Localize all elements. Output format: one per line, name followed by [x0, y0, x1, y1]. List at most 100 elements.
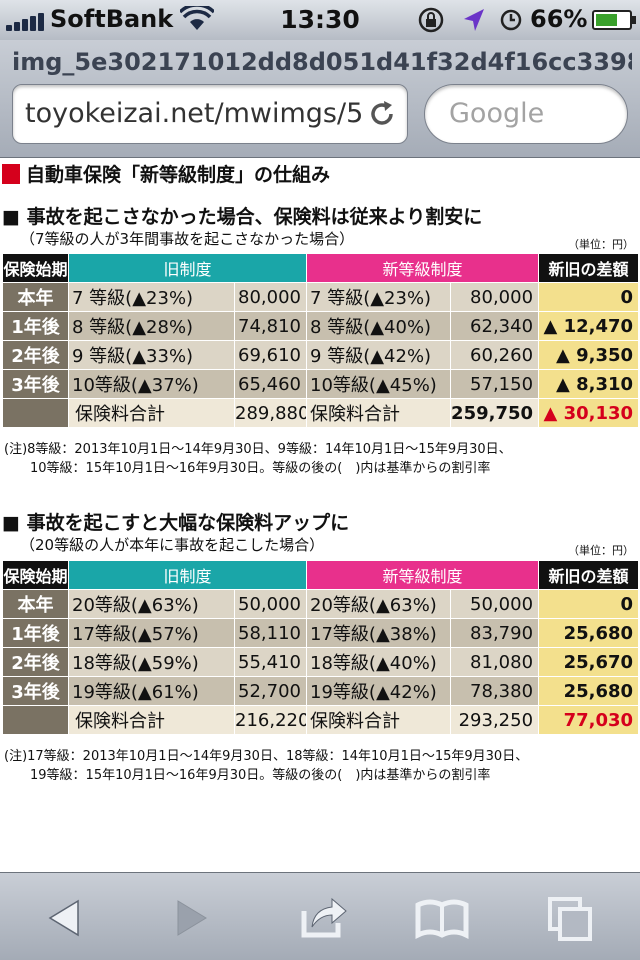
total-blank-cell	[2, 705, 69, 735]
diff-cell: 25,680	[538, 618, 640, 648]
section-2-note-line-2: 19等級：15年10月1日～16年9月30日。等級の後の( )内は基準からの割引…	[30, 768, 491, 783]
header-difference: 新旧の差額	[538, 560, 640, 590]
diff-cell: ▲ 8,310	[538, 369, 640, 399]
new-value-cell: 81,080	[450, 647, 540, 677]
forward-arrow-icon[interactable]	[162, 891, 222, 945]
table-row: 3年後 19等級(▲61%) 52,700 19等級(▲42%) 78,380 …	[2, 676, 640, 706]
old-grade-cell: 9 等級(▲33%)	[68, 340, 235, 370]
table-row: 1年後 17等級(▲57%) 58,110 17等級(▲38%) 83,790 …	[2, 618, 640, 648]
new-grade-cell: 10等級(▲45%)	[306, 369, 452, 399]
new-total-label: 保険料合計	[306, 705, 452, 735]
header-new-system: 新等級制度	[306, 560, 540, 590]
diff-cell: ▲ 9,350	[538, 340, 640, 370]
rotation-lock-icon	[418, 7, 444, 33]
section-1-note-line-2: 10等級：15年10月1日～16年9月30日。等級の後の( )内は基準からの割引…	[30, 461, 491, 476]
title-marker	[2, 164, 20, 184]
browser-toolbar	[0, 872, 640, 960]
year-cell: 2年後	[2, 340, 69, 370]
browser-chrome: img_5e302171012dd8d051d41f32d4f16cc33982…	[0, 40, 640, 158]
section-1-heading: ■ 事故を起こさなかった場合、保険料は従来より割安に	[2, 206, 483, 228]
year-cell: 2年後	[2, 647, 69, 677]
new-value-cell: 83,790	[450, 618, 540, 648]
total-row: 保険料合計 216,220 保険料合計 293,250 77,030	[2, 705, 640, 735]
signal-icon	[6, 11, 46, 31]
status-bar: SoftBank 13:30 66%	[0, 0, 640, 40]
section-2-heading: ■ 事故を起こすと大幅な保険料アップに	[2, 512, 350, 534]
new-grade-cell: 7 等級(▲23%)	[306, 282, 452, 312]
diff-cell: 25,680	[538, 676, 640, 706]
table-row: 本年 20等級(▲63%) 50,000 20等級(▲63%) 50,000 0	[2, 589, 640, 619]
page-content: 自動車保険「新等級制度」の仕組み ■ 事故を起こさなかった場合、保険料は従来より…	[0, 158, 640, 872]
new-total-label: 保険料合計	[306, 398, 452, 428]
carrier-name: SoftBank	[50, 5, 174, 33]
header-old-system: 旧制度	[67, 253, 308, 283]
tabs-icon[interactable]	[540, 891, 600, 945]
search-placeholder: Google	[449, 98, 545, 129]
old-grade-cell: 8 等級(▲28%)	[68, 311, 235, 341]
diff-cell: ▲ 12,470	[538, 311, 640, 341]
year-cell: 1年後	[2, 311, 69, 341]
url-text[interactable]: toyokeizai.net/mwimgs/5	[25, 98, 364, 129]
section-2-unit: （単位：円）	[568, 544, 634, 557]
header-start: 保険始期	[2, 560, 69, 590]
diff-cell: 25,670	[538, 647, 640, 677]
old-grade-cell: 10等級(▲37%)	[68, 369, 235, 399]
old-grade-cell: 17等級(▲57%)	[68, 618, 235, 648]
header-old-system: 旧制度	[67, 560, 308, 590]
total-blank-cell	[2, 398, 69, 428]
new-value-cell: 50,000	[450, 589, 540, 619]
bookmarks-icon[interactable]	[412, 891, 472, 945]
back-arrow-icon[interactable]	[34, 891, 94, 945]
new-grade-cell: 18等級(▲40%)	[306, 647, 452, 677]
old-value-cell: 74,810	[233, 311, 308, 341]
year-cell: 本年	[2, 282, 69, 312]
year-cell: 本年	[2, 589, 69, 619]
old-value-cell: 80,000	[233, 282, 308, 312]
year-cell: 3年後	[2, 369, 69, 399]
page-title: img_5e302171012dd8d051d41f32d4f16cc33982…	[12, 48, 632, 76]
section-2-subheading: （20等級の人が本年に事故を起こした場合）	[20, 536, 325, 554]
old-value-cell: 55,410	[233, 647, 308, 677]
table-row: 1年後 8 等級(▲28%) 74,810 8 等級(▲40%) 62,340 …	[2, 311, 640, 341]
new-value-cell: 78,380	[450, 676, 540, 706]
old-value-cell: 58,110	[233, 618, 308, 648]
header-difference: 新旧の差額	[538, 253, 640, 283]
share-icon[interactable]	[292, 891, 352, 945]
total-diff: 77,030	[538, 705, 640, 735]
insurance-table-1: 保険始期 旧制度 新等級制度 新旧の差額 本年 7 等級(▲23%) 80,00…	[2, 253, 640, 428]
year-cell: 1年後	[2, 618, 69, 648]
alarm-icon	[500, 9, 522, 31]
section-1-note-line-1: (注)8等級：2013年10月1日～14年9月30日、9等級：14年10月1日～…	[4, 442, 512, 457]
new-grade-cell: 20等級(▲63%)	[306, 589, 452, 619]
new-value-cell: 60,260	[450, 340, 540, 370]
search-input[interactable]: Google	[424, 84, 628, 144]
diff-cell: 0	[538, 589, 640, 619]
section-1-subheading: （7等級の人が3年間事故を起こさなかった場合）	[20, 230, 355, 248]
old-total-value: 216,220	[233, 705, 308, 735]
total-row: 保険料合計 289,880 保険料合計 259,750 ▲ 30,130	[2, 398, 640, 428]
wifi-icon	[180, 6, 214, 30]
old-grade-cell: 19等級(▲61%)	[68, 676, 235, 706]
reload-icon[interactable]	[367, 99, 397, 129]
table-row: 2年後 18等級(▲59%) 55,410 18等級(▲40%) 81,080 …	[2, 647, 640, 677]
old-total-value: 289,880	[233, 398, 308, 428]
clock-time: 13:30	[280, 5, 360, 34]
new-grade-cell: 19等級(▲42%)	[306, 676, 452, 706]
insurance-table-2: 保険始期 旧制度 新等級制度 新旧の差額 本年 20等級(▲63%) 50,00…	[2, 560, 640, 735]
new-total-value: 293,250	[450, 705, 540, 735]
total-diff: ▲ 30,130	[538, 398, 640, 428]
old-value-cell: 69,610	[233, 340, 308, 370]
address-bar[interactable]: toyokeizai.net/mwimgs/5	[12, 84, 408, 144]
header-new-system: 新等級制度	[306, 253, 540, 283]
old-value-cell: 52,700	[233, 676, 308, 706]
new-total-value: 259,750	[450, 398, 540, 428]
old-value-cell: 65,460	[233, 369, 308, 399]
new-value-cell: 80,000	[450, 282, 540, 312]
new-grade-cell: 17等級(▲38%)	[306, 618, 452, 648]
new-value-cell: 62,340	[450, 311, 540, 341]
section-2-note-line-1: (注)17等級：2013年10月1日～14年9月30日、18等級：14年10月1…	[4, 749, 529, 764]
new-grade-cell: 8 等級(▲40%)	[306, 311, 452, 341]
old-total-label: 保険料合計	[68, 705, 235, 735]
header-start: 保険始期	[2, 253, 69, 283]
old-grade-cell: 18等級(▲59%)	[68, 647, 235, 677]
